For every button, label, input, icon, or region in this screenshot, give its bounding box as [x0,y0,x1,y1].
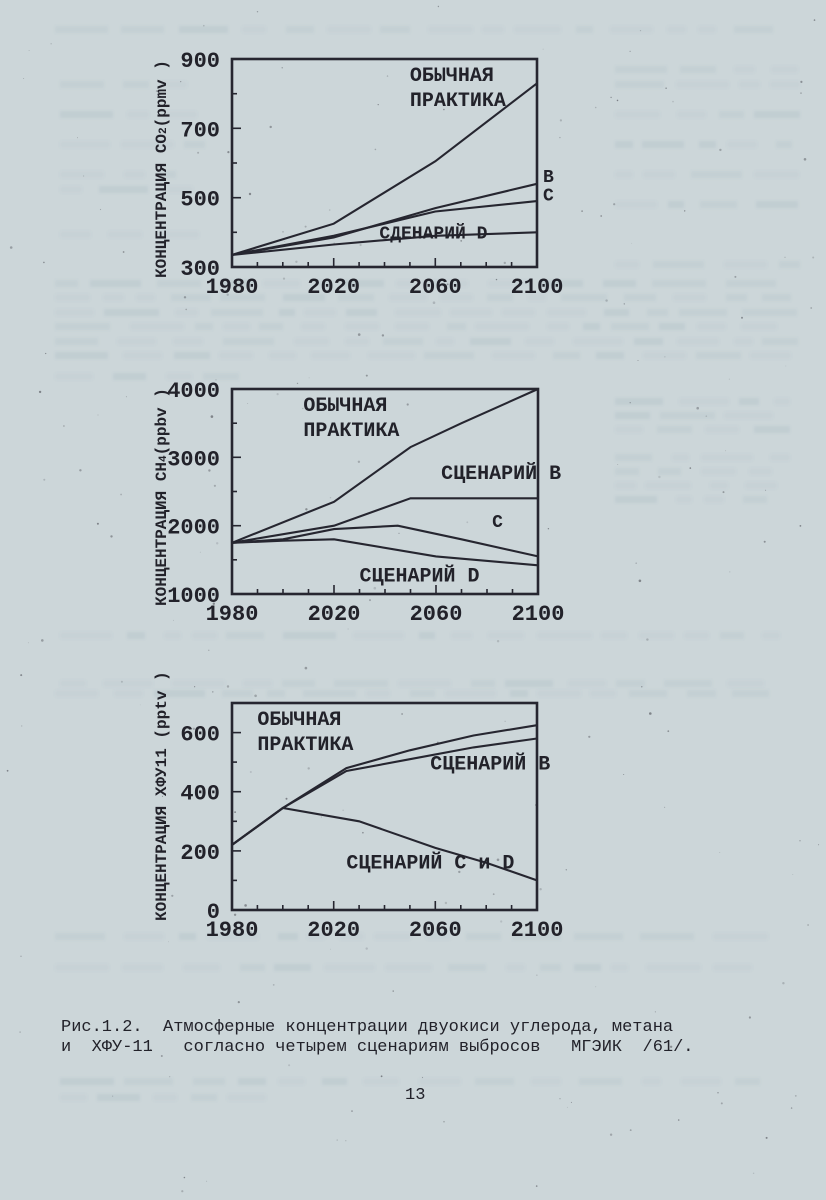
svg-text:1000: 1000 [167,584,220,609]
svg-text:200: 200 [180,841,220,866]
svg-text:2060: 2060 [409,275,462,300]
svg-text:C: C [492,513,503,533]
svg-text:СЦЕНАРИЙ D: СЦЕНАРИЙ D [360,565,480,589]
svg-text:2100: 2100 [512,602,565,627]
svg-text:2000: 2000 [167,516,220,541]
svg-text:300: 300 [180,257,220,282]
svg-text:700: 700 [180,118,220,143]
svg-text:2060: 2060 [409,918,462,943]
svg-text:4000: 4000 [167,379,220,404]
svg-text:ПРАКТИКА: ПРАКТИКА [303,420,399,443]
svg-text:2100: 2100 [511,918,564,943]
svg-text:2100: 2100 [511,275,564,300]
svg-text:C: C [543,186,554,206]
svg-text:2020: 2020 [308,602,361,627]
svg-text:СДЕНАРИЙ D: СДЕНАРИЙ D [379,223,487,245]
svg-text:400: 400 [180,782,220,807]
svg-text:B: B [543,168,554,188]
svg-text:2060: 2060 [410,602,463,627]
svg-text:0: 0 [207,900,220,925]
svg-text:500: 500 [180,188,220,213]
svg-text:2020: 2020 [307,275,360,300]
svg-text:ПРАКТИКА: ПРАКТИКА [410,90,506,113]
svg-text:СЦЕНАРИЙ B: СЦЕНАРИЙ B [441,462,561,486]
svg-text:СЦЕНАРИЙ C и D: СЦЕНАРИЙ C и D [346,852,514,876]
svg-text:900: 900 [180,49,220,74]
svg-text:3000: 3000 [167,447,220,472]
svg-text:ОБЫЧНАЯ: ОБЫЧНАЯ [303,395,387,418]
svg-text:ОБЫЧНАЯ: ОБЫЧНАЯ [257,709,341,732]
svg-text:600: 600 [180,723,220,748]
svg-text:2020: 2020 [307,918,360,943]
svg-text:СЦЕНАРИЙ B: СЦЕНАРИЙ B [430,753,550,777]
svg-text:ПРАКТИКА: ПРАКТИКА [257,734,353,757]
svg-text:ОБЫЧНАЯ: ОБЫЧНАЯ [410,65,494,88]
